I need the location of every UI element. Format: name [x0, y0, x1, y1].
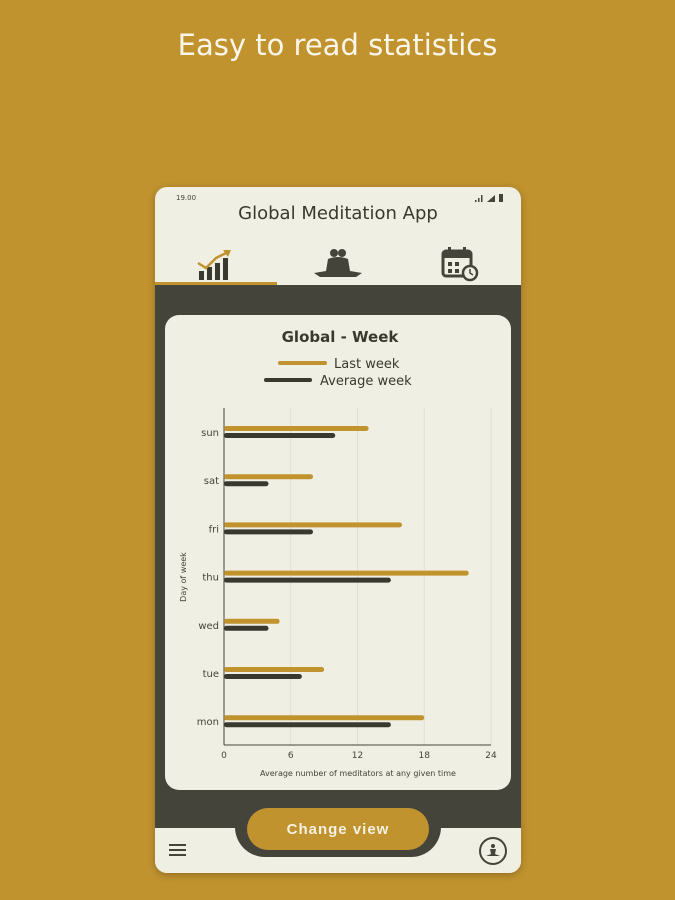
y-axis-label: Day of week [179, 552, 188, 602]
status-time: 19.00 [176, 194, 197, 202]
y-tick-label: tue [203, 669, 219, 680]
app-title: Global Meditation App [238, 203, 438, 224]
bar-tue-last-week [224, 667, 325, 672]
bar-sat-last-week [224, 474, 313, 480]
y-tick-label: wed [198, 621, 219, 632]
legend-label-last-week: Last week [334, 357, 400, 372]
y-tick-label: mon [197, 717, 219, 728]
bar-mon-last-week [224, 715, 425, 721]
chart-card: Global - Week Last week Average week 0 6 1… [165, 315, 511, 790]
change-view-button[interactable]: Change view [247, 808, 429, 850]
x-tick-label: 24 [485, 751, 497, 761]
wifi-icon [487, 195, 495, 202]
bar-thu-average-week [224, 577, 391, 583]
x-axis-label: Average number of meditators at any give… [260, 769, 456, 778]
bar-sun-average-week [224, 433, 336, 438]
chart-growth-icon [197, 249, 231, 280]
legend-label-average-week: Average week [320, 374, 412, 389]
headline: Easy to read statistics [177, 28, 498, 62]
bar-wed-average-week [224, 625, 269, 631]
meditation-icon [486, 844, 500, 856]
calendar-clock-icon [441, 246, 479, 281]
x-tick-label: 6 [288, 751, 294, 761]
meditating-couple-icon [314, 248, 362, 277]
bar-thu-last-week [224, 570, 469, 576]
bar-fri-last-week [224, 522, 402, 528]
y-tick-label: thu [202, 573, 219, 584]
y-tick-label: fri [209, 524, 219, 535]
status-icons [475, 194, 503, 202]
x-tick-label: 0 [221, 751, 227, 761]
bar-wed-last-week [224, 618, 280, 624]
battery-icon [499, 194, 503, 202]
tab-meditation[interactable] [277, 242, 399, 285]
bar-fri-average-week [224, 529, 313, 535]
y-tick-label: sat [204, 476, 219, 487]
bar-chart: Global - Week Last week Average week 0 6 1… [179, 328, 497, 778]
bar-tue-average-week [224, 674, 302, 679]
meditation-button[interactable] [479, 837, 507, 865]
hamburger-menu-icon[interactable] [169, 844, 186, 857]
phone-screen: 19.00 Global Meditation App Global - Wee… [155, 187, 521, 873]
bar-mon-average-week [224, 722, 391, 728]
x-tick-label: 12 [352, 751, 363, 761]
tab-statistics[interactable] [155, 242, 277, 285]
active-tab-indicator [155, 282, 277, 285]
bar-sun-last-week [224, 426, 369, 431]
bar-sat-average-week [224, 481, 269, 487]
signal-icon [475, 195, 483, 202]
chart-title: Global - Week [282, 328, 400, 346]
x-tick-label: 18 [419, 751, 431, 761]
y-tick-label: sun [201, 428, 219, 439]
tab-calendar[interactable] [399, 242, 521, 285]
